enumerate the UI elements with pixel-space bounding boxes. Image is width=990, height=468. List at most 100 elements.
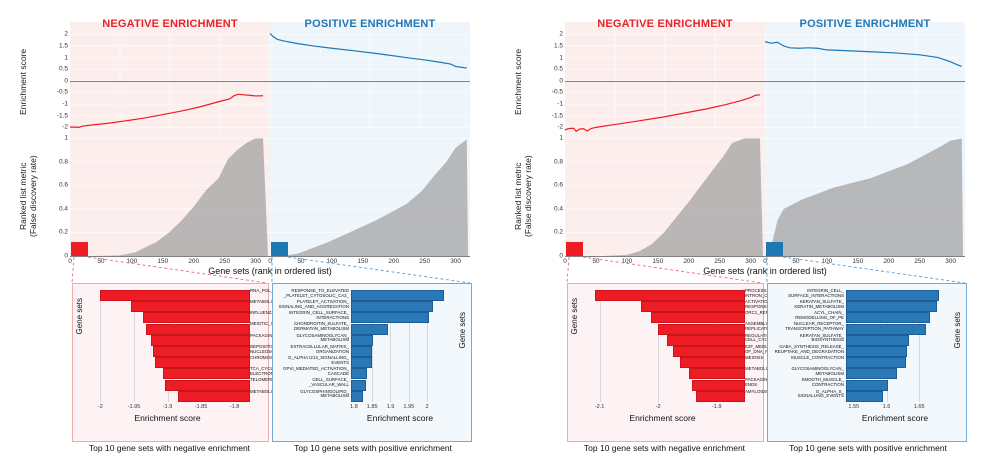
x-axis-line bbox=[70, 256, 470, 258]
zoom-box-positive: RESPONSE_TO_ELEVATED _PLATELET_CYTOSOLIC… bbox=[272, 283, 472, 442]
bar-label: EXTRACELLULAR_MATRIX_ ORGANIZATION bbox=[290, 343, 349, 354]
x-tick-pos: 50 bbox=[297, 258, 305, 265]
bar-positive-1 bbox=[846, 301, 937, 313]
positive-zoom-marker bbox=[766, 242, 783, 256]
zero-line bbox=[565, 80, 965, 83]
negative-enrichment-title: NEGATIVE ENRICHMENT bbox=[597, 18, 733, 30]
x-tick-pos: 0 bbox=[763, 258, 767, 265]
zoom-box-caption-positive: Top 10 gene sets with positive enrichmen… bbox=[294, 443, 452, 453]
bar-xtick: -1.9 bbox=[711, 404, 722, 410]
main-enrichment-chart: NEGATIVE ENRICHMENT POSITIVE ENRICHMENT 2 1… bbox=[18, 8, 470, 276]
es-ytick: 1 bbox=[64, 54, 68, 62]
figure-panel-b: NEGATIVE ENRICHMENT POSITIVE ENRICHMENT 2 1… bbox=[495, 0, 990, 468]
x-tick-neg: 150 bbox=[652, 258, 664, 265]
bar-label: GLYCOSAMINOGLYCAN_ METABOLISM bbox=[791, 366, 844, 376]
bar-gridline bbox=[390, 290, 392, 402]
bar-xtick: -1.9 bbox=[162, 404, 173, 410]
positive-enrichment-title: POSITIVE ENRICHMENT bbox=[799, 18, 931, 30]
rank-ytick: 0.8 bbox=[58, 158, 68, 166]
bar-negative-3 bbox=[146, 323, 250, 335]
x-tick-pos: 300 bbox=[945, 258, 957, 265]
bar-negative-1 bbox=[130, 301, 250, 313]
negative-zoom-marker bbox=[566, 242, 583, 256]
bar-label: ACYL_CHAIN_ REMODELLING_OF_PE bbox=[795, 310, 844, 320]
bar-label: INTEGRIN_CELL_SURFACE_ INTERACTIONS bbox=[288, 310, 349, 320]
bar-negative-2 bbox=[143, 312, 250, 324]
x-tick-neg: 200 bbox=[188, 258, 200, 265]
bar-label: PLATELET_ACTIVATION_ SIGNALING_AND_AGGRE… bbox=[278, 299, 349, 309]
bar-x-axis-label: Enrichment score bbox=[861, 413, 929, 423]
bar-negative-8 bbox=[165, 379, 250, 391]
zoom-box-negative: RNA_POL_I_TRANSCRIPTIONMETABOLISM_OF_RNA… bbox=[72, 283, 326, 442]
bar-positive-0 bbox=[846, 290, 940, 301]
bar-xtick: -1.95 bbox=[127, 404, 141, 410]
bar-label: NUCLEAR_RECEPTOR_ TRANSCRIPTION_PATHWAY bbox=[785, 321, 844, 332]
bar-positive-8 bbox=[846, 379, 888, 391]
bar-positive-1 bbox=[351, 301, 434, 313]
bar-label: INTEGRIN_CELL_ SURFACE_INTERACTIONS bbox=[788, 287, 844, 298]
bar-positive-7 bbox=[846, 368, 897, 380]
bar-xtick: 1.95 bbox=[403, 404, 415, 410]
es-ytick: -0.5 bbox=[551, 88, 563, 96]
bar-label: GPVI_MEDIATED_ACTIVATION_ CASCADE bbox=[283, 366, 349, 376]
x-axis-label: Gene sets (rank in ordered list) bbox=[703, 266, 827, 276]
x-tick-neg: 100 bbox=[621, 258, 633, 265]
x-tick-pos: 150 bbox=[357, 258, 369, 265]
bar-negative-0 bbox=[595, 290, 745, 301]
bar-negative-6 bbox=[155, 357, 250, 369]
bar-gridline bbox=[100, 290, 102, 402]
bar-positive-8 bbox=[351, 379, 366, 391]
x-tick-neg: 50 bbox=[97, 258, 105, 265]
es-ytick: -1 bbox=[557, 100, 563, 108]
enrichment-score-axis-label: Enrichment score bbox=[18, 48, 28, 116]
bar-positive-3 bbox=[351, 323, 388, 335]
x-tick-pos: 0 bbox=[268, 258, 272, 265]
bar-negative-2 bbox=[651, 312, 745, 324]
rank-ytick: 0.8 bbox=[553, 158, 563, 166]
bar-xtick: 1.65 bbox=[913, 404, 925, 410]
bar-label: MEIOSIS bbox=[745, 355, 764, 360]
bar-label: GLYCOSPHINGOLIPID_ METABOLISM bbox=[300, 388, 349, 399]
bar-label: SMOOTH_MUSCLE_ CONTRACTION bbox=[801, 377, 844, 388]
es-ytick: -1.5 bbox=[551, 112, 563, 120]
rank-ytick: 0.2 bbox=[58, 228, 68, 236]
enrichment-score-subplot: 2 1.5 1 0.5 0 -0.5 -1 -1.5 -2 Enrichment score bbox=[18, 31, 470, 132]
bar-positive-5 bbox=[846, 346, 908, 357]
es-ytick: 1 bbox=[559, 54, 563, 62]
es-ytick: 0.5 bbox=[58, 65, 68, 73]
bar-negative-0 bbox=[100, 290, 250, 301]
bar-negative-6 bbox=[679, 357, 745, 369]
x-tick-neg: 250 bbox=[219, 258, 231, 265]
bar-positive-3 bbox=[846, 323, 927, 335]
bar-positive-4 bbox=[351, 334, 374, 346]
bar-xtick: 1.9 bbox=[386, 404, 395, 410]
x-tick-pos: 200 bbox=[883, 258, 895, 265]
rank-ytick: 0.2 bbox=[553, 228, 563, 236]
x-axis-line bbox=[565, 256, 965, 258]
rank-ytick: 0.6 bbox=[553, 181, 563, 189]
es-ytick: -0.5 bbox=[56, 88, 68, 96]
es-ytick: 2 bbox=[64, 30, 68, 38]
es-ytick: 1.5 bbox=[553, 42, 563, 50]
bar-positive-9 bbox=[846, 390, 884, 402]
figure-panel-a: NEGATIVE ENRICHMENT POSITIVE ENRICHMENT 2 1… bbox=[18, 8, 472, 453]
ranked-list-metric-subplot: 1 0.8 0.6 0.4 0.2 0 Ranked list metric (False d… bbox=[513, 135, 965, 260]
x-tick-neg: 0 bbox=[68, 258, 72, 265]
zoom-box-positive: INTEGRIN_CELL_ SURFACE_INTERACTIONS KERAT… bbox=[767, 283, 967, 442]
x-tick-neg: 300 bbox=[250, 258, 262, 265]
gene-sets-axis-label: Gene sets bbox=[953, 312, 962, 349]
x-tick-pos: 300 bbox=[450, 258, 462, 265]
ranked-list-metric-subplot: 1 0.8 0.6 0.4 0.2 0 Ranked list metric (False d… bbox=[18, 135, 470, 260]
rank-ytick: 0.4 bbox=[58, 205, 68, 213]
bar-positive-6 bbox=[351, 357, 372, 369]
x-axis-label: Gene sets (rank in ordered list) bbox=[208, 266, 332, 276]
bar-label: CELL_SURFACE_ _VASCULAR_WALL bbox=[308, 377, 349, 388]
x-tick-pos: 250 bbox=[914, 258, 926, 265]
ranked-list-axis-label-line1: Ranked list metric bbox=[18, 162, 28, 230]
bar-negative-5 bbox=[673, 346, 745, 357]
bar-positive-5 bbox=[351, 346, 373, 357]
x-tick-pos: 250 bbox=[419, 258, 431, 265]
bar-label: GLYCOSAMINOGLYCAN_ METABOLISM bbox=[296, 332, 349, 343]
bar-label: G_ALPHA_S_ SIGNALLING_EVENTS bbox=[797, 388, 844, 399]
